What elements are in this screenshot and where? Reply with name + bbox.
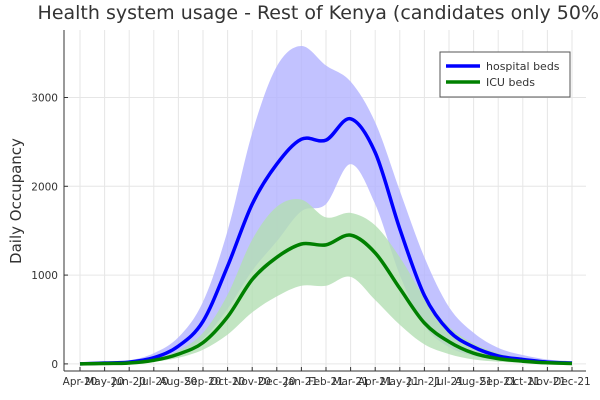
y-tick-label: 2000: [31, 181, 58, 193]
x-tick-label: Sep-21: [480, 376, 517, 388]
axes: [63, 30, 586, 372]
band-icu-beds: [80, 199, 572, 364]
x-tick-label: Sep-20: [185, 376, 222, 388]
x-tick-label: May-21: [380, 376, 419, 388]
x-tick-label: Oct-21: [505, 376, 540, 388]
x-tick-label: Jul-20: [138, 376, 169, 388]
x-tick-label: Feb-21: [308, 376, 344, 388]
x-tick-label: Dec-21: [553, 376, 590, 388]
x-tick-label: Jan-21: [284, 376, 318, 388]
x-tick-label: Jun-21: [407, 376, 442, 388]
y-tick-label: 1000: [31, 270, 58, 282]
x-tick-label: Aug-21: [455, 376, 493, 388]
y-tick-label: 0: [51, 359, 58, 371]
line-hospital-beds: [79, 117, 573, 366]
y-tick-label: 3000: [31, 92, 58, 104]
x-tick-label: Oct-20: [210, 376, 245, 388]
x-tick-label: Apr-21: [358, 376, 393, 388]
x-tick-labels: Apr-20May-20Jun-20Jul-20Aug-20Sep-20Oct-…: [63, 367, 591, 388]
band-hospital-beds: [80, 45, 572, 364]
legend-box: [439, 51, 571, 98]
y-tick-labels: 0 1000 2000 3000: [31, 92, 68, 371]
x-tick-label: Mar-21: [332, 376, 368, 388]
legend-label-hospital-beds: hospital beds: [486, 60, 560, 73]
x-tick-label: Jul-21: [433, 376, 464, 388]
series-lines: [79, 117, 573, 366]
x-tick-label: Jun-20: [111, 376, 146, 388]
x-tick-label: May-20: [85, 376, 124, 388]
legend-label-icu-beds: ICU beds: [486, 76, 535, 89]
x-tick-label: Nov-20: [234, 376, 271, 388]
legend: hospital beds ICU beds: [439, 51, 571, 98]
x-tick-label: Aug-20: [160, 376, 198, 388]
x-tick-label: Apr-20: [63, 376, 98, 388]
confidence-bands: [80, 45, 572, 364]
y-axis-label: Daily Occupancy: [7, 138, 25, 264]
x-tick-label: Dec-20: [258, 376, 295, 388]
line-icu-beds: [79, 233, 573, 366]
x-tick-label: Nov-21: [529, 376, 566, 388]
chart-title: Health system usage - Rest of Kenya (can…: [38, 2, 600, 24]
